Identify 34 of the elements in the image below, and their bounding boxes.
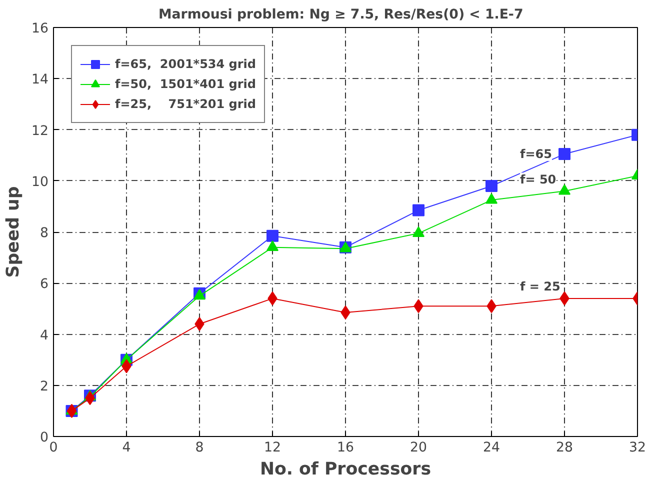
- point: [412, 226, 424, 237]
- point: [558, 148, 570, 160]
- chart-title: Marmousi problem: Ng ≥ 7.5, Res/Res(0) < 1.E-7: [158, 8, 524, 22]
- x-tick-label: 24: [483, 440, 500, 456]
- y-tick-label: 0: [40, 430, 49, 446]
- x-tick-label: 16: [337, 440, 354, 456]
- x-tick-label: 32: [629, 440, 646, 456]
- annotation: f = 25: [520, 279, 560, 294]
- point: [486, 193, 498, 204]
- y-tick-label: 14: [32, 72, 49, 88]
- y-tick-label: 10: [32, 174, 49, 190]
- point: [558, 184, 570, 195]
- x-tick-label: 12: [264, 440, 281, 456]
- point: [266, 230, 278, 242]
- x-tick-label: 8: [195, 440, 204, 456]
- x-tick-label: 28: [556, 440, 573, 456]
- y-tick-label: 12: [32, 124, 49, 139]
- y-tick-label: 4: [40, 328, 49, 344]
- annotation: f=65: [520, 147, 552, 162]
- point: [412, 204, 424, 216]
- legend-label: f=50, 1501*401 grid: [115, 77, 256, 91]
- y-tick-label: 16: [32, 22, 49, 36]
- x-tick-label: 20: [410, 440, 427, 456]
- legend-label: f=65, 2001*534 grid: [115, 57, 256, 71]
- y-axis-title: Speed up: [4, 186, 24, 278]
- legend-label: f=25, 751*201 grid: [115, 97, 256, 111]
- y-tick-label: 6: [40, 277, 49, 292]
- y-tick-label: 2: [40, 379, 49, 394]
- x-axis-title: No. of Processors: [260, 460, 432, 480]
- point: [486, 180, 498, 192]
- point: [266, 240, 278, 252]
- x-tick-label: 4: [122, 440, 131, 456]
- annotation: f= 50: [520, 172, 556, 187]
- y-tick-label: 8: [40, 226, 49, 241]
